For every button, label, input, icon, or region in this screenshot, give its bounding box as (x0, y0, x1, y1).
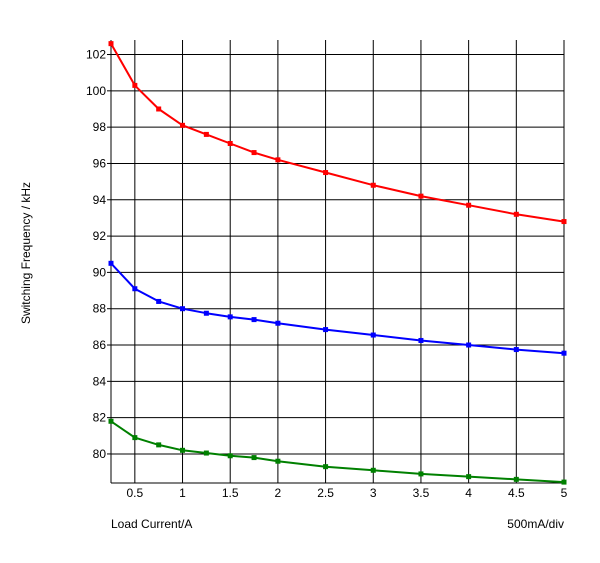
data-point (561, 479, 567, 485)
data-point (418, 337, 424, 343)
data-point (227, 140, 233, 146)
y-tick-label: 84 (93, 374, 107, 388)
y-tick-label: 98 (93, 120, 107, 134)
chart-grid (107, 40, 565, 484)
data-point (108, 418, 114, 424)
x-tick-label: 1 (179, 486, 186, 500)
data-point (180, 306, 186, 312)
data-point (132, 82, 138, 88)
data-point (132, 286, 138, 292)
data-point (370, 332, 376, 338)
chart-series (108, 41, 567, 485)
data-point (561, 350, 567, 356)
y-tick-label: 86 (93, 338, 107, 352)
data-point (180, 447, 186, 453)
data-point (323, 464, 329, 470)
y-tick-label: 96 (93, 156, 107, 170)
x-tick-label: 5 (561, 486, 568, 500)
data-point (156, 442, 162, 448)
data-point (180, 122, 186, 128)
data-point (132, 435, 138, 441)
data-point (203, 131, 209, 137)
data-point (108, 260, 114, 266)
y-tick-label: 82 (93, 411, 107, 425)
x-tick-label: 1.5 (222, 486, 239, 500)
x-tick-label: 4 (465, 486, 472, 500)
y-tick-label: 100 (86, 84, 106, 98)
data-point (251, 455, 257, 461)
y-tick-label: 80 (93, 447, 107, 461)
data-point (156, 106, 162, 112)
series-line-3 (110, 420, 565, 484)
data-point (466, 202, 472, 208)
y-axis-ticks: 80 82 84 86 88 90 92 94 96 98 100 102 (86, 48, 106, 461)
data-point (513, 347, 519, 353)
series-line-2 (110, 262, 565, 355)
data-point (275, 320, 281, 326)
data-point (203, 310, 209, 316)
series-line-1 (110, 43, 565, 223)
y-axis-title: Switching Frequency / kHz (19, 182, 33, 324)
x-axis-title: Load Current/A (111, 517, 192, 531)
data-point (513, 211, 519, 217)
x-tick-label: 0.5 (126, 486, 143, 500)
data-point (156, 298, 162, 304)
data-point (227, 453, 233, 459)
x-tick-label: 3 (370, 486, 377, 500)
x-axis-ticks: 0.5 1 1.5 2 2.5 3 3.5 4 4.5 5 (126, 486, 567, 500)
data-point (466, 342, 472, 348)
data-point (275, 458, 281, 464)
data-point (370, 182, 376, 188)
data-point (418, 193, 424, 199)
y-tick-label: 92 (93, 229, 107, 243)
x-division-note: 500mA/div (507, 517, 564, 531)
data-point (323, 170, 329, 176)
data-point (227, 314, 233, 320)
data-point (108, 41, 114, 47)
y-tick-label: 88 (93, 302, 107, 316)
data-point (466, 474, 472, 480)
data-point (275, 157, 281, 163)
data-point (203, 450, 209, 456)
y-tick-label: 94 (93, 193, 107, 207)
y-tick-label: 102 (86, 48, 106, 62)
data-point (323, 327, 329, 333)
data-point (251, 317, 257, 323)
data-point (561, 219, 567, 225)
x-tick-label: 3.5 (413, 486, 430, 500)
x-tick-label: 2.5 (317, 486, 334, 500)
x-tick-label: 2 (275, 486, 282, 500)
x-tick-label: 4.5 (508, 486, 525, 500)
y-tick-label: 90 (93, 265, 107, 279)
data-point (513, 476, 519, 482)
data-point (251, 150, 257, 156)
data-point (370, 467, 376, 473)
data-point (418, 471, 424, 477)
